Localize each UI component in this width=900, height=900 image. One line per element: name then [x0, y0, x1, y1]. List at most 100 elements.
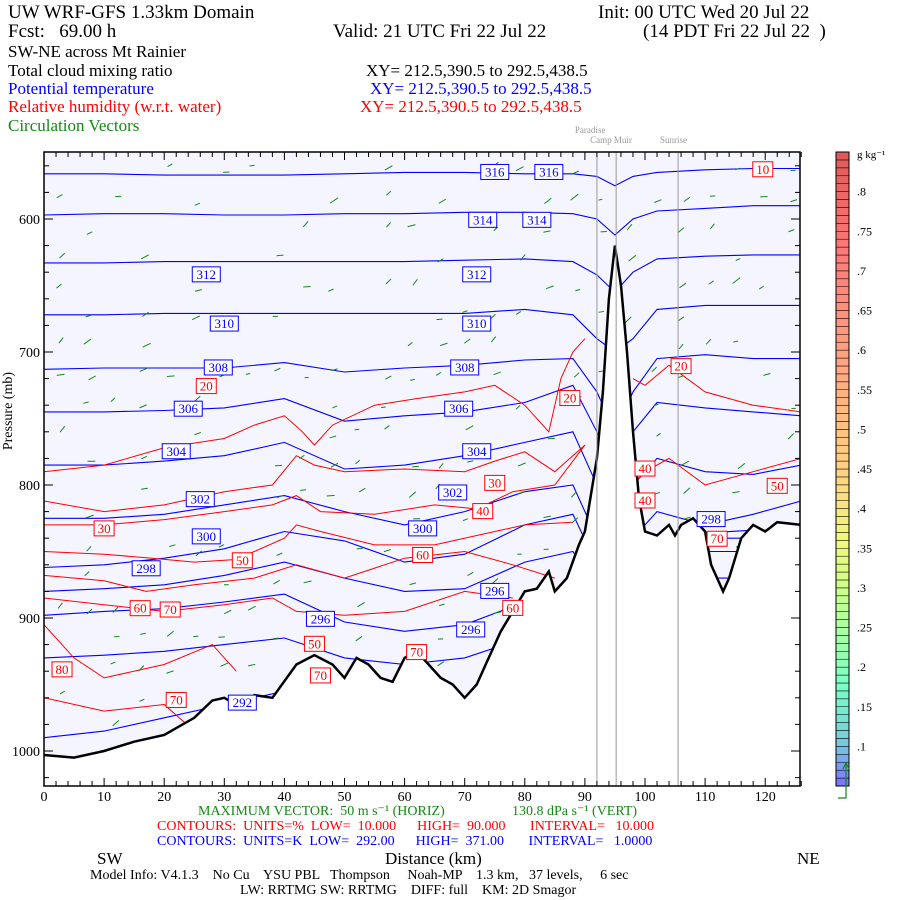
x-tick-label: 0	[41, 790, 48, 805]
x-tick-label: 20	[157, 790, 171, 805]
rh-contour-60	[44, 550, 555, 592]
theta-label: 300	[408, 520, 438, 537]
wind-vector	[224, 609, 232, 615]
theta-label-text: 316	[539, 164, 559, 179]
max-vector-vert: 130.8 dPa s⁻¹ (VERT)	[512, 804, 638, 819]
colorbar-cell	[835, 310, 850, 319]
colorbar-cell	[835, 587, 850, 597]
colorbar-label: .15	[857, 700, 872, 714]
x-axis-label: Distance (km)	[385, 849, 482, 868]
rh-label: 70	[159, 601, 181, 618]
wind-vector	[166, 375, 175, 378]
wind-vector	[274, 464, 283, 467]
colorbar-cell	[835, 769, 850, 779]
colorbar-label: .7	[857, 264, 866, 278]
theta-label-box	[462, 443, 492, 460]
wind-vector	[59, 690, 66, 695]
wind-vector	[409, 582, 417, 586]
wind-vector	[385, 375, 392, 380]
theta-label-box	[173, 400, 203, 417]
wind-vector	[191, 315, 201, 321]
theta-label: 310	[209, 315, 239, 332]
colorbar-cell	[835, 532, 850, 541]
wind-vector	[110, 397, 116, 402]
wind-vector	[626, 223, 633, 231]
colorbar-cell	[835, 476, 850, 486]
theta-label-box	[522, 211, 552, 228]
theta-label-text: 306	[178, 401, 198, 416]
colorbar-cell	[835, 682, 850, 692]
rh-label: 50	[766, 477, 788, 494]
rh-contour-info: CONTOURS: UNITS=% LOW= 10.000 HIGH= 90.0…	[157, 819, 654, 834]
wind-vector	[85, 514, 94, 519]
wind-vector	[651, 366, 657, 373]
rh-label: 70	[309, 667, 331, 684]
wind-vector	[83, 401, 89, 404]
wind-vector	[570, 193, 579, 201]
rh-label: 70	[706, 530, 728, 547]
rh-label: 20	[670, 358, 692, 375]
wind-vector	[248, 663, 256, 667]
colorbar-cell	[835, 611, 850, 620]
rh-label-box	[634, 492, 656, 509]
wind-vector	[656, 432, 661, 437]
rh-label-text: 60	[506, 600, 519, 615]
field-rh: Relative humidity (w.r.t. water)	[8, 97, 222, 116]
colorbar-cell	[835, 444, 850, 454]
theta-label-box	[191, 528, 221, 545]
station-label-paradise: Paradise	[575, 125, 606, 135]
rh-contour-20	[632, 364, 800, 413]
colorbar-cell	[835, 714, 850, 723]
wind-vector	[86, 546, 92, 552]
theta-label-box	[480, 582, 510, 599]
field-vectors: Circulation Vectors	[8, 116, 140, 135]
wind-vector	[303, 580, 312, 584]
colorbar-cell	[835, 167, 850, 177]
wind-vector	[381, 406, 386, 409]
theta-label: 316	[534, 163, 564, 180]
y-tick-label: 900	[19, 612, 40, 627]
theta-label: 316	[480, 163, 510, 180]
field-theta: Potential temperature	[8, 79, 154, 98]
wind-vector	[247, 605, 256, 611]
theta-label-text: 314	[527, 212, 547, 227]
wind-vector	[357, 602, 365, 608]
colorbar-cell	[835, 349, 850, 359]
wind-vector	[86, 231, 93, 235]
rh-label-box	[752, 161, 774, 178]
theta-label: 298	[696, 511, 726, 528]
rh-label-text: 40	[639, 461, 652, 476]
wind-vector	[464, 338, 471, 344]
theta-contour-310	[44, 304, 800, 353]
colorbar-label: .3	[857, 581, 866, 595]
wind-vector	[329, 197, 339, 204]
wind-vector	[56, 283, 62, 289]
wind-vector	[141, 455, 148, 460]
model-info: Model Info: V4.1.3 No Cu YSU PBL Thompso…	[90, 868, 629, 883]
colorbar-cell	[835, 151, 850, 161]
wind-vector	[733, 340, 739, 343]
colorbar-cell	[835, 627, 850, 636]
rh-label-text: 70	[711, 531, 724, 546]
theta-label-text: 308	[209, 360, 229, 375]
colorbar-cell	[835, 286, 850, 295]
wind-vector	[139, 404, 147, 409]
theta-label-box	[480, 163, 510, 180]
valid-time: Valid: 21 UTC Fri 22 Jul 22	[333, 21, 547, 42]
wind-vector	[493, 371, 502, 376]
colorbar-cell	[835, 571, 850, 581]
theta-label: 310	[462, 315, 492, 332]
wind-vector	[515, 166, 524, 172]
theta-contour-info: CONTOURS: UNITS=K LOW= 292.00 HIGH= 371.…	[157, 834, 653, 849]
rh-label-text: 20	[200, 379, 213, 394]
theta-label-text: 300	[413, 521, 433, 536]
wind-vector	[272, 637, 279, 640]
colorbar-cell	[835, 484, 850, 494]
colorbar-cell	[835, 326, 850, 335]
colorbar-cell	[835, 658, 850, 668]
colorbar-cell	[835, 738, 850, 747]
below-ground-mask	[44, 245, 800, 786]
rh-label-box	[195, 378, 217, 395]
wind-vector	[142, 342, 151, 348]
rh-label-text: 30	[488, 475, 501, 490]
